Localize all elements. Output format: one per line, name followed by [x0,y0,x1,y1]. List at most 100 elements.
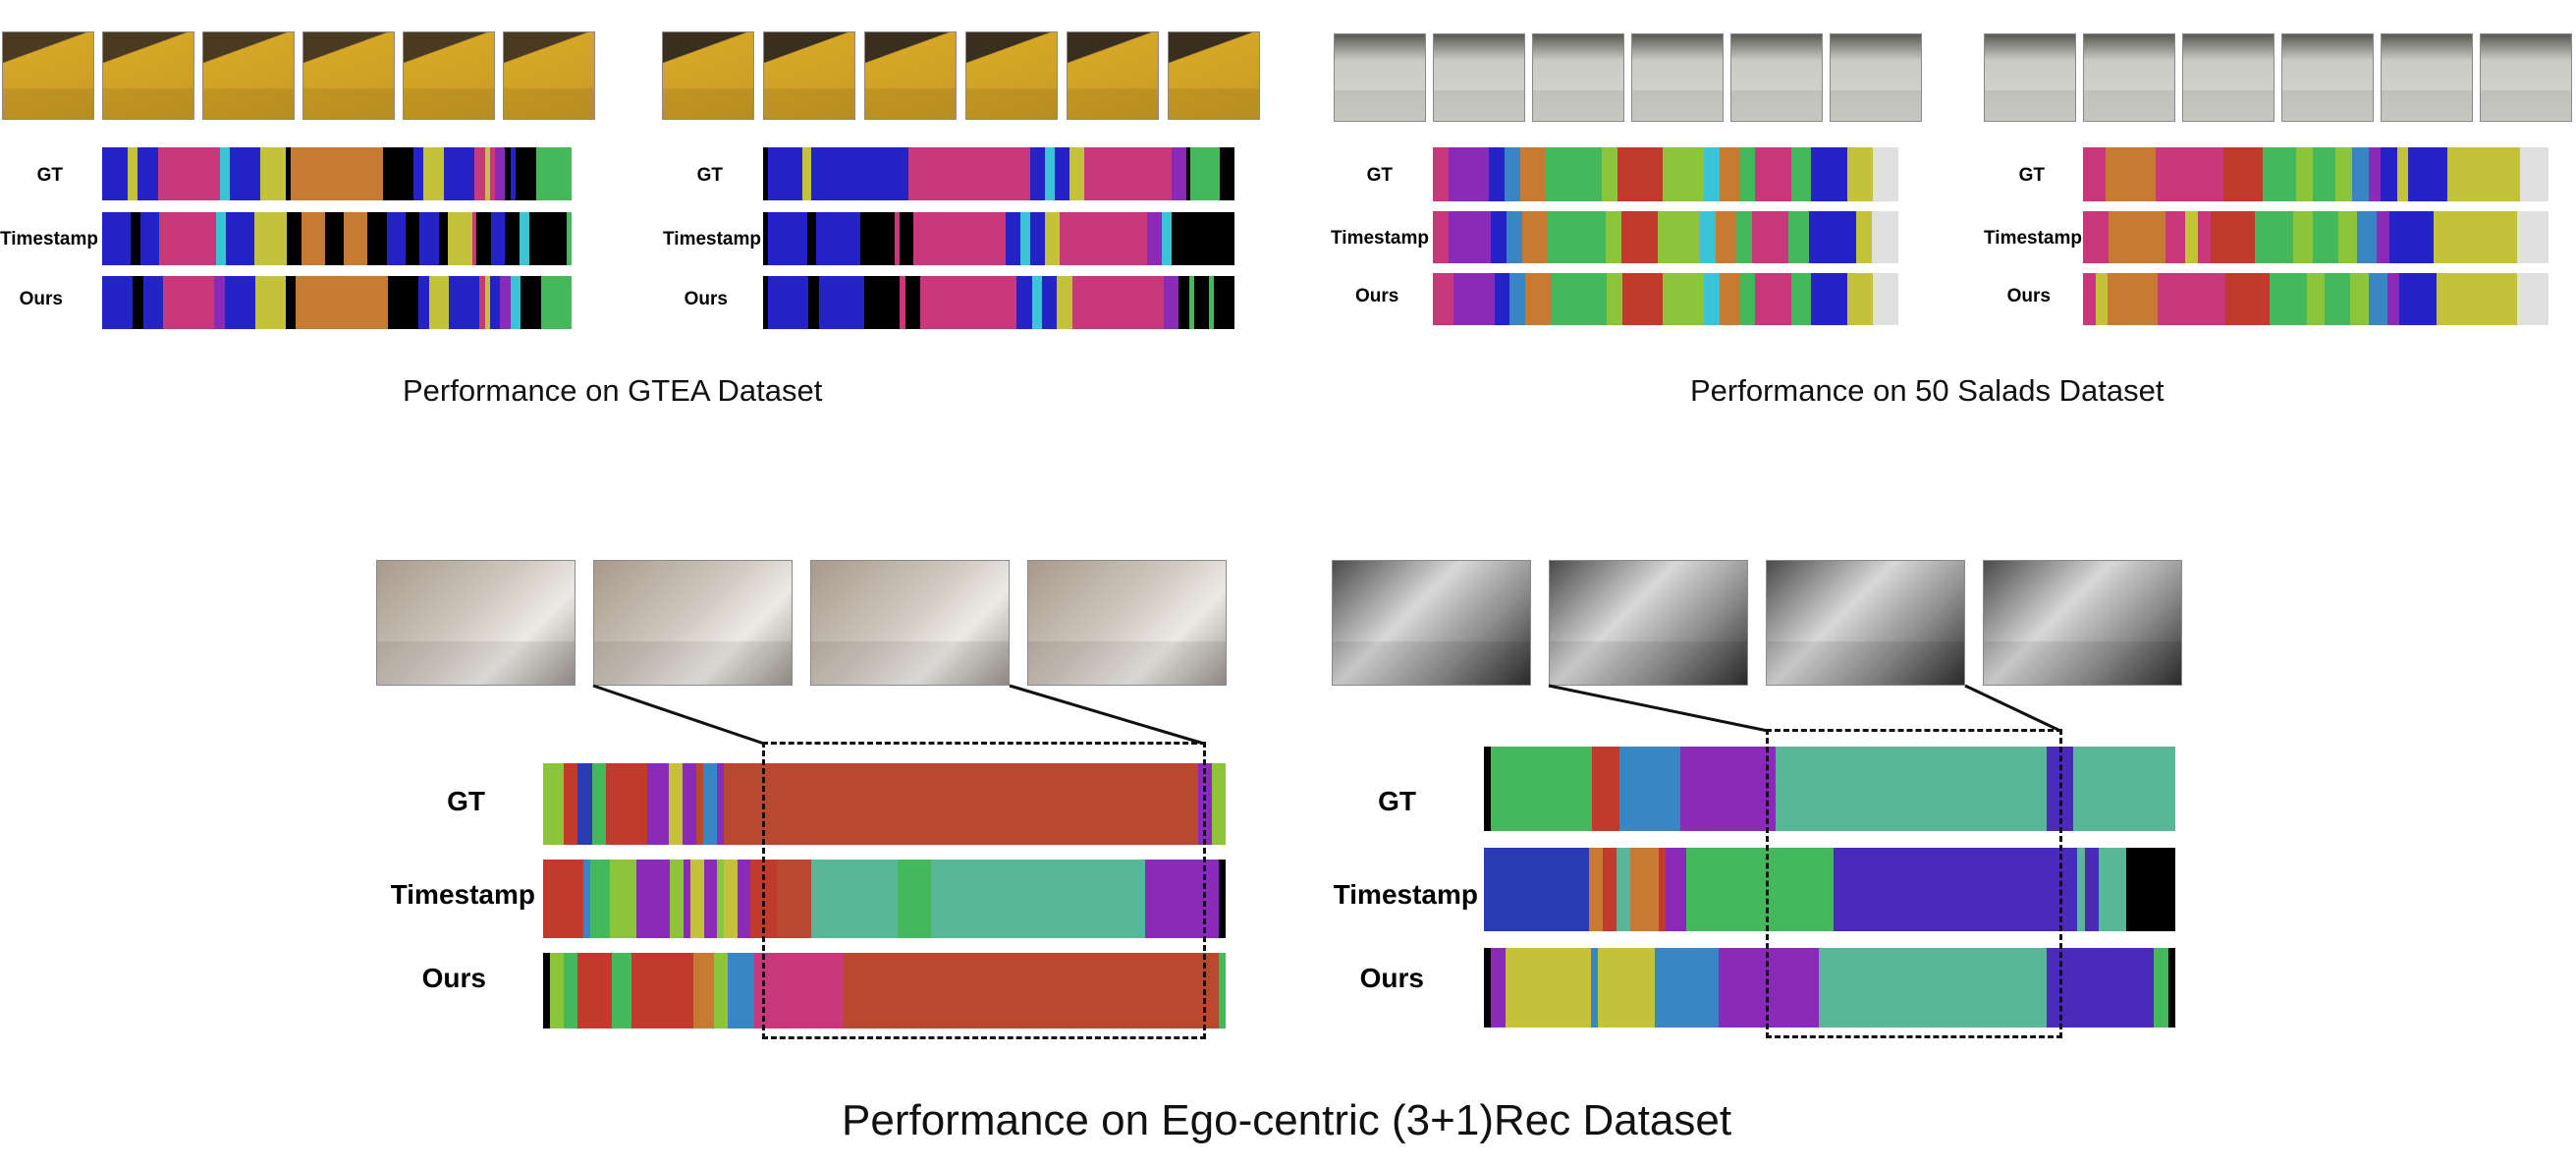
segment-black [1171,212,1234,265]
segment-magenta [474,147,485,200]
segment-purple [737,860,751,938]
segment-red [1602,848,1617,931]
segment-blue [1489,147,1505,201]
segment-black [515,147,536,200]
row-label-ours: Ours [1355,286,1399,306]
segment-green [2269,273,2307,325]
segment-blue [142,276,164,329]
segment-lime [543,763,565,845]
segment-magenta [1755,147,1791,201]
gtea-right-ours-bar [763,276,1234,329]
segment-olive [448,212,472,265]
segment-green [611,953,632,1028]
segment-magenta [2083,211,2109,263]
segment-black [543,953,550,1028]
row-label-ours: Ours [421,963,486,993]
connector-line [1009,684,1205,746]
segment-blue [1016,276,1032,329]
segment-lightgray [1872,147,1898,201]
segment-magenta [158,147,220,200]
video-frame [1027,560,1227,686]
segment-purple [500,276,511,329]
segment-black [382,147,413,200]
ego-right-ours-bar [1484,948,2175,1028]
segment-blue [1494,273,1510,325]
segment-blue [412,147,424,200]
segment-purple [495,147,506,200]
segment-magenta [1433,273,1453,325]
segment-teal [2077,848,2085,931]
segment-green [2255,211,2294,263]
segment-teal [1617,848,1631,931]
segment-orange [1524,273,1551,325]
row-label-ours: Ours [19,289,63,309]
segment-green [1788,211,1810,263]
segment-green [2312,211,2338,263]
segment-orange [296,276,388,329]
segment-steel [1504,147,1520,201]
segment-purple [2376,211,2389,263]
segment-lightgray [2520,147,2549,201]
segment-rust [843,953,1220,1028]
row-label-timestamp: Timestamp [0,229,98,250]
segment-magenta [479,276,485,329]
segment-olive [2095,273,2109,325]
segment-olive [1846,273,1873,325]
ego-right-zoom-box [1766,729,2062,1038]
row-label-gt: GT [1366,165,1393,186]
segment-lightgray [1872,273,1898,325]
segment-blue [2399,273,2438,325]
segment-blue [818,276,865,329]
segment-black [763,147,768,200]
segment-magenta [163,276,215,329]
segment-purple [1163,276,1179,329]
gtea-left-gt-bar [102,147,572,200]
segment-magenta [2165,211,2185,263]
segment-magenta [489,147,496,200]
segment-purple [1680,747,1776,831]
segment-lime [1211,763,1226,845]
segment-black [806,212,817,265]
video-frame [864,31,957,120]
segment-purple [647,763,669,845]
video-frame [1631,33,1724,122]
segment-orange [2108,273,2158,325]
segment-lime [1658,211,1700,263]
segment-purple [717,763,725,845]
video-frame [2,31,94,120]
segment-steel [727,953,755,1028]
segment-blue [2388,211,2435,263]
segment-steel [2357,211,2377,263]
segment-green [1790,147,1812,201]
gtea-right-timestamp-bar [763,212,1234,265]
connector-line [1548,684,1769,733]
segment-black [904,276,920,329]
segment-olive [1069,147,1084,200]
gtea-left-ours-bar [102,276,572,329]
segment-magenta [908,147,1031,200]
connector-line [592,684,765,746]
segment-green [1545,147,1602,201]
segment-steel [582,860,590,938]
segment-olive [2437,273,2518,325]
ego-caption: Performance on Ego-centric (3+1)Rec Data… [842,1096,1732,1144]
segment-cyan [510,276,521,329]
segment-black [286,147,292,200]
segment-navy [1484,848,1589,931]
video-frame [202,31,295,120]
segment-green [2154,948,2168,1028]
segment-lime [2293,211,2313,263]
segment-olive [127,147,138,200]
segment-cyan [1031,276,1042,329]
segment-orange [1715,211,1736,263]
segment-red [1658,848,1666,931]
segment-blue [102,276,134,329]
segment-blue [224,276,255,329]
segment-steel [1509,273,1525,325]
segment-blue [419,212,439,265]
segment-black [2167,948,2175,1028]
segment-red [2225,273,2270,325]
segment-magenta [900,276,905,329]
segment-olive [1505,948,1591,1028]
segment-green [591,763,606,845]
